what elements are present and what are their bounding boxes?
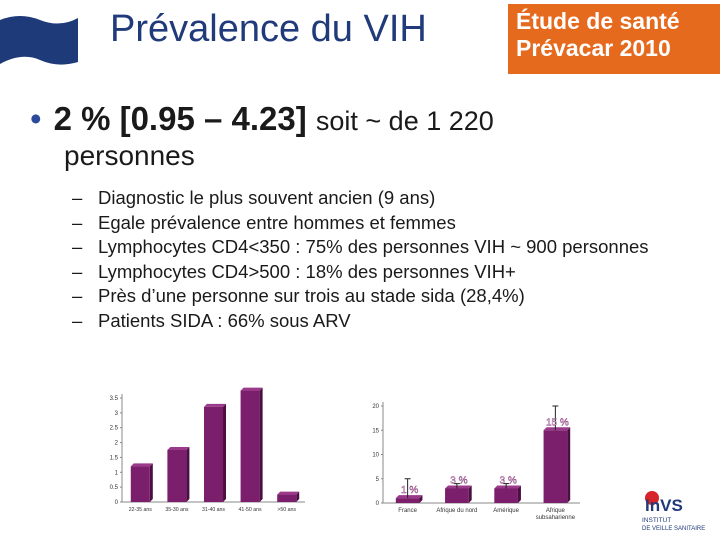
- sub-bullet: – Patients SIDA : 66% sous ARV: [72, 309, 351, 331]
- bar: [494, 488, 518, 503]
- y-tick-label: 20: [372, 404, 379, 410]
- data-label: 15 %: [546, 417, 569, 428]
- y-tick-label: 0.5: [110, 485, 119, 491]
- sub-bullet-list: – Diagnostic le plus souvent ancien (9 an…: [72, 186, 672, 333]
- bar-side: [149, 463, 153, 502]
- y-tick-label: 3.5: [110, 396, 119, 402]
- bar-side: [419, 495, 423, 503]
- bar-top: [277, 491, 300, 495]
- bar-top: [203, 403, 227, 407]
- data-label: 3 %: [450, 475, 467, 486]
- invs-logo-line3: DE VEILLE SANITAIRE: [642, 526, 705, 532]
- sub-bullet: – Près d’une personne sur trois au stade …: [72, 285, 525, 306]
- origin-bar-chart: 0 5 10 15 20 1 % France 3 % Afrique du nord 3 % Am…: [372, 402, 580, 521]
- invs-logo: InVS INSTITUT DE VEILLE SANITAIRE: [642, 491, 705, 532]
- y-tick-label: 1.5: [110, 455, 119, 461]
- prevalence-value: 2 % [0.95 – 4.23]: [53, 100, 307, 137]
- x-tick-label: >50 ans: [277, 507, 296, 513]
- page-title: Prévalence du VIH: [110, 8, 427, 50]
- y-tick-label: 0: [376, 501, 380, 507]
- x-tick-label: Afrique du nord: [436, 508, 477, 514]
- age-bar-chart: 0 0.5 1 1.5 2 2.5 3 3.5 22-35 ans 35-30 ans 31-40 …: [110, 387, 305, 513]
- y-tick-label: 10: [372, 453, 379, 459]
- bar-side: [296, 491, 300, 502]
- data-label: 3 %: [500, 475, 517, 486]
- bar-top: [445, 485, 472, 489]
- x-tick-label: 41-50 ans: [239, 507, 262, 513]
- flag-icon: [0, 16, 78, 65]
- x-tick-label: Afrique subsaharienne: [536, 508, 576, 521]
- x-tick-label: 31-40 ans: [202, 507, 225, 513]
- data-label: 1 %: [401, 485, 418, 496]
- y-tick-label: 2: [115, 441, 119, 447]
- y-tick-label: 5: [376, 477, 380, 483]
- bar: [130, 466, 150, 502]
- bar: [277, 494, 297, 502]
- x-tick-label: 35-30 ans: [165, 507, 188, 513]
- bar: [167, 450, 187, 502]
- y-tick-label: 1: [115, 470, 119, 476]
- x-tick-label: 22-35 ans: [129, 507, 152, 513]
- y-tick-label: 15: [372, 428, 379, 434]
- bar-side: [468, 485, 472, 503]
- bar: [395, 498, 420, 503]
- sub-bullet: – Diagnostic le plus souvent ancien (9 an…: [72, 187, 436, 208]
- bar-top: [395, 495, 423, 499]
- study-logo: Étude de santé Prévacar 2010: [508, 4, 720, 74]
- bar-top: [130, 463, 153, 467]
- bar-top: [240, 387, 263, 391]
- bullet-marker: •: [30, 100, 42, 137]
- x-tick-label: Amérique: [493, 508, 519, 514]
- main-bullet: • 2 % [0.95 – 4.23] soit ~ de 1 220: [30, 98, 690, 142]
- prevalence-count: soit ~ de 1 220: [315, 106, 494, 136]
- sub-bullet: – Lymphocytes CD4>500 : 18% des personnes…: [72, 260, 516, 282]
- y-tick-label: 2.5: [110, 426, 119, 432]
- bar-top: [494, 485, 521, 489]
- bar: [203, 406, 224, 502]
- bullet-continuation: personnes: [64, 140, 195, 171]
- bar-side: [223, 403, 227, 502]
- bar-side: [567, 427, 571, 503]
- x-tick-label: France: [398, 508, 417, 514]
- logo-line-1: Étude de santé: [516, 8, 680, 34]
- sub-bullet: – Lymphocytes CD4<350 : 75% des personnes…: [72, 236, 649, 257]
- bar: [240, 390, 260, 502]
- y-tick-label: 0: [115, 500, 119, 506]
- bar-top: [543, 427, 571, 431]
- logo-line-2: Prévacar 2010: [516, 35, 671, 61]
- bar-side: [517, 485, 521, 503]
- invs-logo-line2: INSTITUT: [642, 517, 671, 524]
- bar: [543, 430, 568, 503]
- sub-bullet: – Egale prévalence entre hommes et femmes: [72, 211, 456, 233]
- invs-logo-text: InVS: [645, 496, 683, 515]
- bar-side: [259, 387, 263, 502]
- y-tick-label: 3: [115, 411, 119, 417]
- bar-side: [186, 447, 190, 502]
- bar: [445, 488, 469, 503]
- bar-top: [167, 447, 190, 450]
